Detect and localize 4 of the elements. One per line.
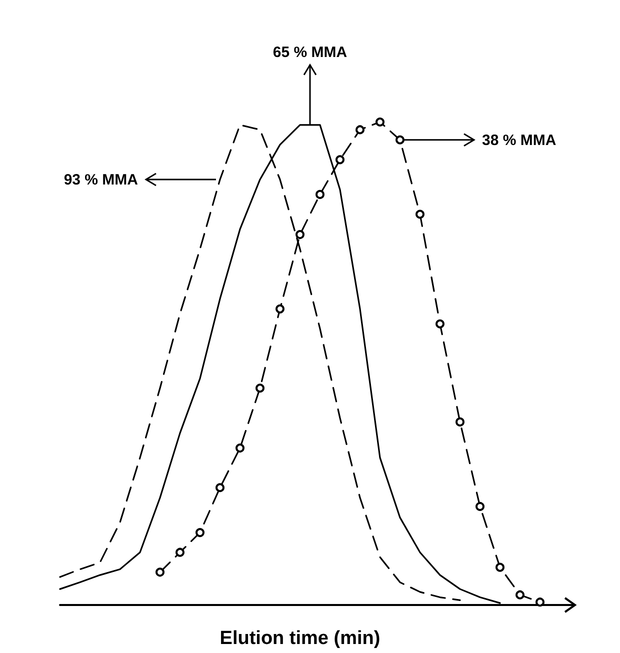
annotation: 93 % MMA — [64, 171, 138, 188]
annotation: 38 % MMA — [482, 132, 556, 149]
text: 65 % MMA — [272, 44, 348, 61]
x-axis-title: Elution time (min) — [220, 628, 380, 649]
